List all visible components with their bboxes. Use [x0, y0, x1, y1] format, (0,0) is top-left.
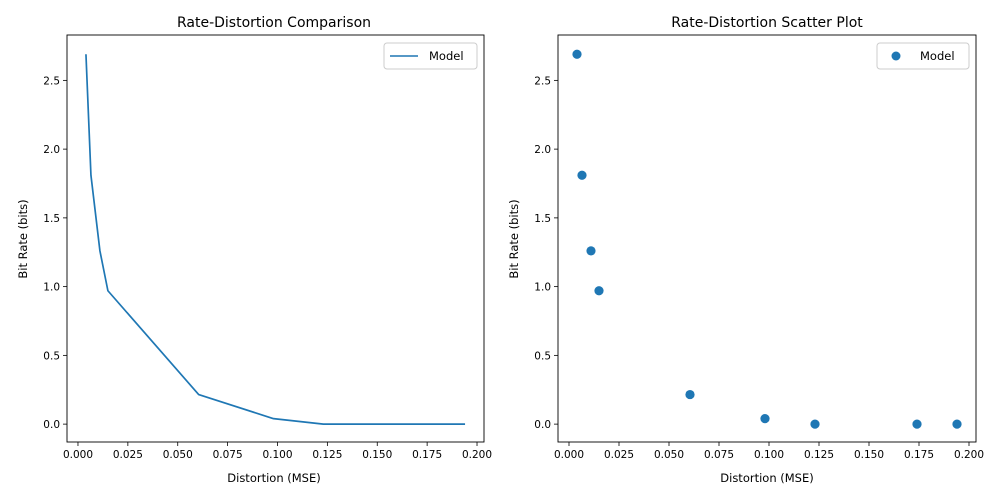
chart-right-legend-marker-swatch [891, 51, 901, 61]
chart-right-scatter-point [594, 286, 604, 296]
chart-right-scatter-point [577, 170, 587, 180]
chart-left-xtick-label: 0.075 [213, 449, 243, 461]
chart-right-legend-box [876, 42, 970, 70]
chart-right-xtick-label: 0.050 [654, 449, 684, 461]
chart-right-ytick-label: 2.5 [534, 75, 551, 87]
chart-left-series-line [85, 54, 466, 425]
chart-left-ytick-label: 0.5 [43, 350, 60, 362]
chart-right-legend-label: Model [920, 49, 955, 63]
chart-right-scatter-point [760, 414, 770, 424]
chart-right-scatter-point [952, 419, 962, 429]
chart-left-title: Rate-Distortion Comparison [177, 15, 371, 31]
chart-left-legend-label: Model [429, 49, 464, 63]
chart-left-xtick-label: 0.025 [113, 449, 143, 461]
chart-left: Rate-Distortion Comparison Distortion (M… [16, 15, 492, 485]
chart-left-ylabel: Bit Rate (bits) [16, 199, 30, 278]
chart-left-ytick-label: 1.5 [43, 213, 60, 225]
chart-right-xtick-label: 0.000 [554, 449, 584, 461]
chart-right: Rate-Distortion Scatter Plot Distortion … [507, 15, 984, 485]
chart-right-xlabel: Distortion (MSE) [720, 471, 813, 485]
chart-right-legend: Model [876, 42, 970, 70]
chart-right-ticks: 0.000 0.025 0.050 0.075 0.100 0.125 0.150 0.175… [534, 75, 984, 461]
chart-right-ytick-label: 2.0 [534, 144, 551, 156]
chart-right-scatter-point [685, 389, 695, 400]
chart-right-scatter-point [810, 419, 820, 429]
chart-right-marks [572, 49, 962, 429]
chart-left-ticks: 0.000 0.025 0.050 0.075 0.100 0.125 0.150 0.175… [43, 75, 492, 461]
chart-left-ytick-label: 2.5 [43, 75, 60, 87]
chart-left-xtick-label: 0.175 [412, 449, 442, 461]
chart-left-ytick-label: 1.0 [43, 282, 60, 294]
chart-left-legend-box [383, 42, 478, 70]
chart-left-xtick-label: 0.000 [63, 449, 93, 461]
chart-right-axes-frame [557, 34, 977, 443]
chart-left-xtick-label: 0.150 [362, 449, 392, 461]
chart-left-legend: Model [383, 42, 478, 70]
chart-right-ytick-label: 0.5 [534, 350, 551, 362]
chart-right-xtick-label: 0.125 [804, 449, 834, 461]
chart-right-title: Rate-Distortion Scatter Plot [671, 15, 863, 31]
chart-right-ytick-label: 1.5 [534, 213, 551, 225]
chart-right-xtick-label: 0.200 [954, 449, 984, 461]
chart-left-xtick-label: 0.200 [462, 449, 492, 461]
chart-left-ytick-label: 2.0 [43, 144, 60, 156]
chart-right-scatter-point [572, 49, 582, 59]
chart-right-xtick-label: 0.075 [704, 449, 734, 461]
chart-left-axes-frame [66, 34, 485, 443]
chart-left-ytick-label: 0.0 [43, 419, 60, 431]
chart-right-scatter-point [586, 246, 596, 256]
chart-right-ytick-label: 1.0 [534, 282, 551, 294]
chart-left-xtick-label: 0.100 [262, 449, 292, 461]
chart-right-scatter-point [912, 419, 922, 429]
chart-right-xtick-label: 0.175 [904, 449, 934, 461]
chart-right-xtick-label: 0.025 [604, 449, 634, 461]
chart-left-xtick-label: 0.050 [163, 449, 193, 461]
chart-right-ylabel: Bit Rate (bits) [507, 199, 521, 278]
chart-right-xtick-label: 0.150 [854, 449, 884, 461]
chart-right-ytick-label: 0.0 [534, 419, 551, 431]
chart-right-xtick-label: 0.100 [754, 449, 784, 461]
chart-left-marks [85, 54, 466, 425]
chart-left-xtick-label: 0.125 [312, 449, 342, 461]
chart-left-xlabel: Distortion (MSE) [227, 471, 320, 485]
